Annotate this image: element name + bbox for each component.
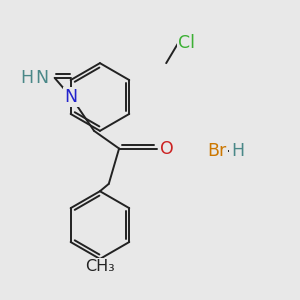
Text: Cl: Cl <box>178 34 195 52</box>
Text: Br: Br <box>207 142 227 160</box>
Text: CH₃: CH₃ <box>85 259 115 274</box>
Text: O: O <box>160 140 174 158</box>
Text: H: H <box>21 69 34 87</box>
Text: H: H <box>231 142 244 160</box>
Text: N: N <box>64 88 78 106</box>
Text: N: N <box>35 69 48 87</box>
